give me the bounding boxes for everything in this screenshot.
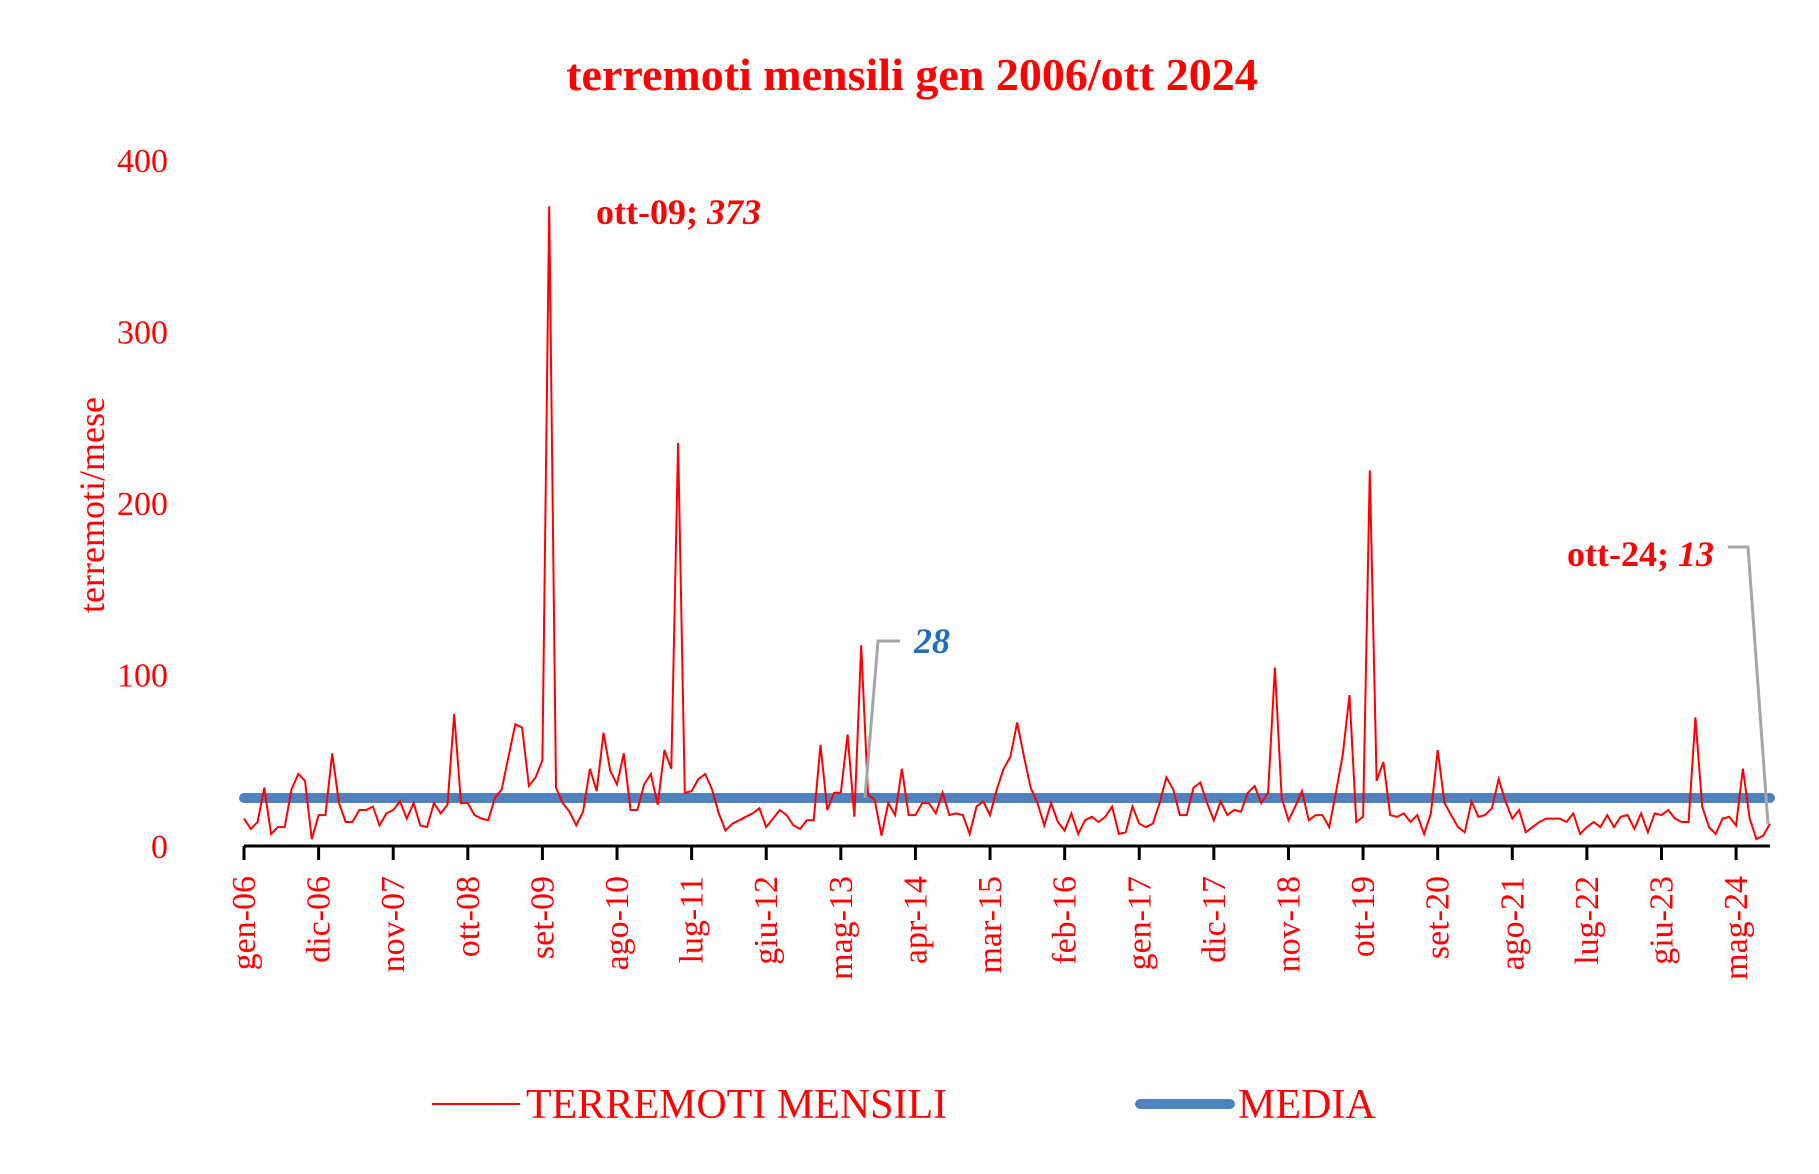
x-tick-label: lug-22 bbox=[1569, 876, 1606, 965]
x-tick-label: mag-13 bbox=[823, 876, 860, 980]
peak-annotation-value: 373 bbox=[706, 192, 761, 232]
last-value-leader-line bbox=[1728, 545, 1770, 824]
x-tick-label: giu-12 bbox=[748, 876, 785, 965]
x-tick-label: nov-18 bbox=[1270, 876, 1307, 972]
legend: TERREMOTI MENSILI MEDIA bbox=[432, 1082, 1376, 1128]
x-tick-label: dic-06 bbox=[301, 876, 338, 963]
x-tick-label: set-20 bbox=[1420, 876, 1457, 959]
monthly-series-line bbox=[243, 206, 1771, 841]
y-tick-label: 300 bbox=[117, 315, 168, 352]
peak-annotation-label: ott-09; bbox=[596, 192, 707, 232]
x-tick-label: mag-24 bbox=[1718, 876, 1755, 980]
y-axis-tick-labels: 0 100 200 300 400 bbox=[117, 143, 168, 866]
x-tick-label: gen-06 bbox=[226, 876, 263, 970]
last-value-annotation: ott-24; 13 bbox=[1567, 534, 1714, 574]
x-tick-label: giu-23 bbox=[1643, 876, 1680, 965]
legend-item-media[interactable]: MEDIA bbox=[1135, 1082, 1376, 1128]
y-tick-label: 200 bbox=[117, 486, 168, 523]
legend-item-terremoti-mensili[interactable]: TERREMOTI MENSILI bbox=[432, 1082, 947, 1128]
y-tick-label: 400 bbox=[117, 143, 168, 180]
x-tick-label: lug-11 bbox=[674, 876, 711, 964]
x-tick-label: apr-14 bbox=[897, 876, 934, 964]
y-tick-label: 0 bbox=[151, 829, 168, 866]
y-axis-title: terremoti/mese bbox=[72, 397, 112, 613]
x-tick-label: ago-21 bbox=[1494, 876, 1531, 970]
chart-title: terremoti mensili gen 2006/ott 2024 bbox=[566, 49, 1258, 100]
legend-label-terremoti-mensili: TERREMOTI MENSILI bbox=[526, 1082, 947, 1128]
x-tick-label: feb-16 bbox=[1047, 876, 1084, 965]
mean-label-leader-line bbox=[863, 639, 900, 799]
last-value-annotation-value: 13 bbox=[1678, 534, 1714, 574]
x-tick-label: set-09 bbox=[524, 876, 561, 959]
x-axis-tick-labels: gen-06 dic-06 nov-07 ott-08 set-09 ago-10 lug-… bbox=[226, 876, 1755, 980]
x-tick-label: gen-17 bbox=[1121, 876, 1158, 970]
mean-annotation-value: 28 bbox=[913, 621, 950, 661]
x-tick-label: nov-07 bbox=[375, 876, 412, 972]
y-tick-label: 100 bbox=[117, 658, 168, 695]
series-path bbox=[243, 206, 1771, 841]
x-tick-label: dic-17 bbox=[1196, 876, 1233, 963]
x-axis bbox=[242, 844, 1770, 860]
peak-annotation: ott-09; 373 bbox=[596, 192, 761, 232]
x-tick-label: ott-19 bbox=[1345, 876, 1382, 957]
last-value-annotation-label: ott-24; bbox=[1567, 534, 1678, 574]
x-tick-label: ott-08 bbox=[450, 876, 487, 957]
x-tick-label: mar-15 bbox=[972, 876, 1009, 974]
legend-label-media: MEDIA bbox=[1238, 1082, 1376, 1128]
x-tick-label: ago-10 bbox=[599, 876, 636, 970]
data-annotations: ott-09; 373 28 ott-24; 13 bbox=[596, 192, 1770, 824]
